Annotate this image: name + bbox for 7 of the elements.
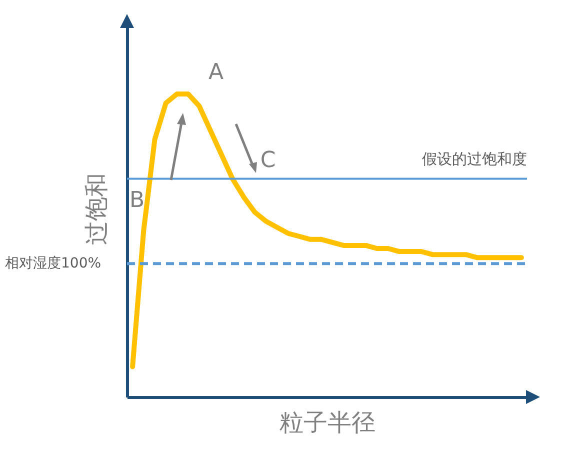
ref-line-label: 假设的过饱和度 xyxy=(422,150,527,168)
text: A xyxy=(208,60,224,85)
ref-line-label: 相对湿度100% xyxy=(5,256,102,272)
x-axis-title: 粒子半径 xyxy=(280,408,376,436)
y-axis-title: 过饱和 xyxy=(82,173,110,245)
annotation: C xyxy=(260,148,276,173)
annotation: B xyxy=(129,188,145,213)
